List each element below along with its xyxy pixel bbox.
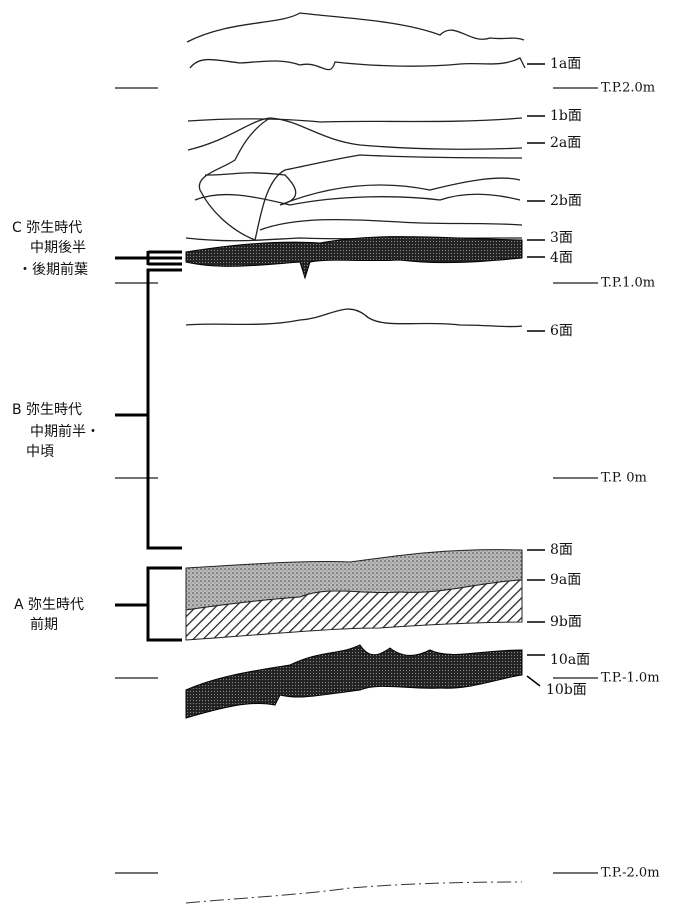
- stratigraphic-section: 1a面 1b面 2a面 2b面 3面 4面 6面 8面 9a面 9b面 10a面 10b面 T.P.2.…: [0, 0, 681, 905]
- period-label: 中期前半・: [30, 423, 100, 440]
- period-label: 中頃: [26, 444, 54, 460]
- period-label: ・後期前葉: [18, 261, 88, 278]
- elevation-label: T.P.2.0m: [601, 81, 655, 96]
- period-label: B 弥生時代: [12, 401, 82, 418]
- surface-label: 8面: [550, 542, 573, 558]
- surface-label: 9b面: [550, 614, 582, 630]
- period-brackets: [115, 251, 182, 640]
- surface-label: 9a面: [550, 572, 581, 588]
- surface-arrows: [527, 64, 545, 686]
- surface-label: 2a面: [550, 135, 581, 151]
- period-label: 中期後半: [30, 240, 86, 256]
- surface-label: 4面: [550, 250, 573, 266]
- elevation-label: T.P.-2.0m: [601, 866, 660, 881]
- elevation-ticks: [115, 88, 598, 873]
- surface-label: 2b面: [550, 193, 582, 209]
- strata: [186, 13, 525, 903]
- surface-label: 3面: [550, 230, 573, 246]
- surface-label: 1b面: [550, 108, 582, 124]
- surface-label: 10b面: [546, 682, 587, 698]
- surface-label: 1a面: [550, 56, 581, 72]
- period-label: C 弥生時代: [12, 219, 82, 236]
- elevation-label: T.P.1.0m: [601, 276, 655, 291]
- period-label: 前期: [30, 616, 58, 633]
- surface-label: 10a面: [550, 652, 590, 668]
- labels: 1a面 1b面 2a面 2b面 3面 4面 6面 8面 9a面 9b面 10a面 10b面 T.P.2.…: [12, 56, 660, 881]
- period-label: A 弥生時代: [14, 596, 84, 613]
- surface-label: 6面: [550, 323, 573, 339]
- elevation-label: T.P. 0m: [601, 471, 647, 486]
- elevation-label: T.P.-1.0m: [601, 671, 660, 686]
